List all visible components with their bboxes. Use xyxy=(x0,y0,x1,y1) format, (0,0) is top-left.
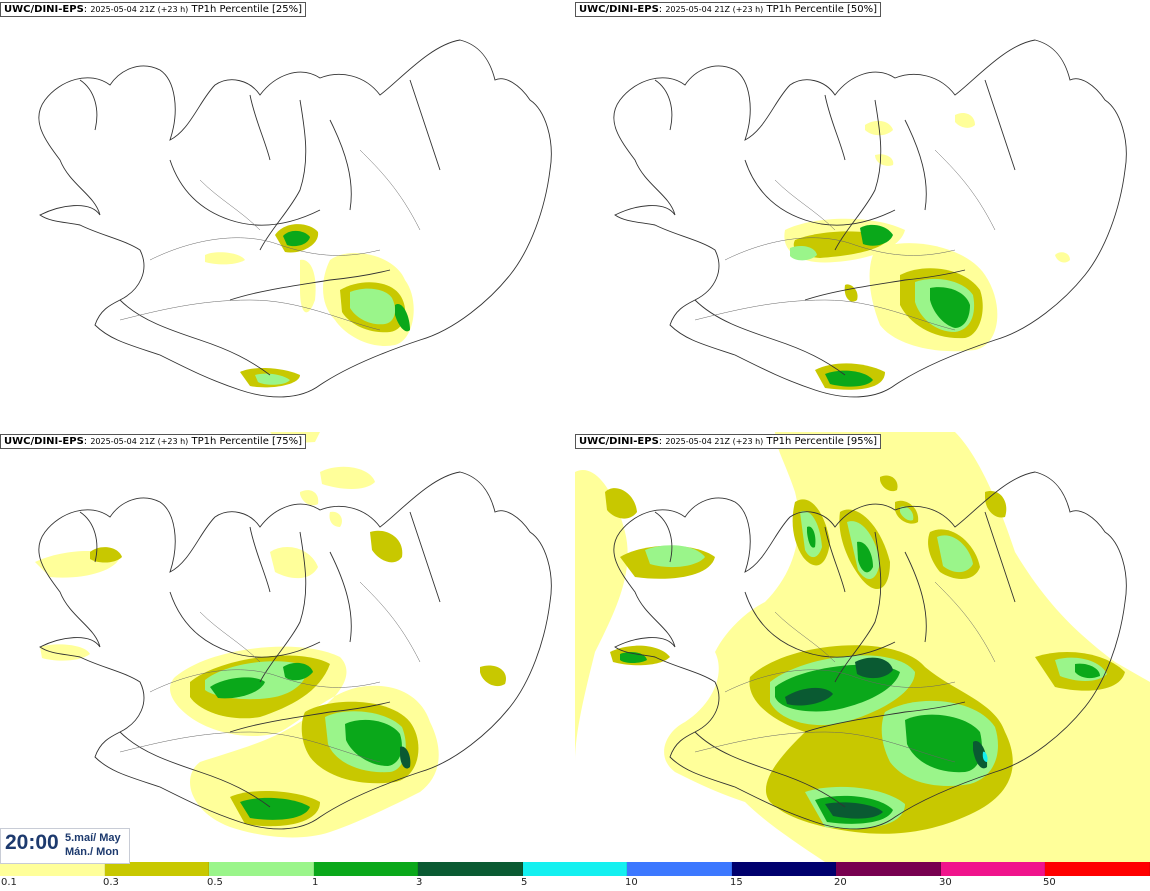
colorbar-segment xyxy=(627,862,732,876)
colorbar-segment xyxy=(522,862,628,876)
colorbar-tick-label: 0.1 xyxy=(1,877,17,888)
colorbar-tick-label: 15 xyxy=(730,877,743,888)
panel-title: UWC/DINI-EPS: 2025-05-04 21Z (+23 h) TP1… xyxy=(575,434,882,449)
colorbar-ticks: 0.1 0.3 0.5 1 3 5 10 15 20 30 50 xyxy=(0,876,1150,891)
map-panel-75: UWC/DINI-EPS: 2025-05-04 21Z (+23 h) TP1… xyxy=(0,432,575,862)
panel-title: UWC/DINI-EPS: 2025-05-04 21Z (+23 h) TP1… xyxy=(575,2,882,17)
iceland-map xyxy=(575,432,1150,862)
colorbar-tick-label: 3 xyxy=(416,877,423,888)
colorbar-segment xyxy=(836,862,941,876)
iceland-map xyxy=(38,39,552,398)
colorbar-tick-label: 5 xyxy=(521,877,528,888)
valid-date: 5.maí/ May Mán./ Mon xyxy=(65,831,121,859)
colorbar-segment xyxy=(313,862,419,876)
colorbar-tick-label: 1 xyxy=(312,877,319,888)
colorbar-segment xyxy=(940,862,1046,876)
iceland-map xyxy=(613,39,1127,398)
map-panel-95: UWC/DINI-EPS: 2025-05-04 21Z (+23 h) TP1… xyxy=(575,432,1150,862)
precip-colorbar xyxy=(0,862,1150,876)
colorbar-tick-label: 30 xyxy=(939,877,952,888)
colorbar-tick-label: 0.5 xyxy=(207,877,223,888)
valid-time-box: 20:00 5.maí/ May Mán./ Mon xyxy=(0,828,130,864)
colorbar-segment xyxy=(418,862,523,876)
colorbar-tick-label: 20 xyxy=(834,877,847,888)
valid-time: 20:00 xyxy=(5,831,59,854)
valid-date-line2: Mán./ Mon xyxy=(65,846,119,858)
panel-title: UWC/DINI-EPS: 2025-05-04 21Z (+23 h) TP1… xyxy=(0,2,307,17)
colorbar-tick-label: 0.3 xyxy=(103,877,119,888)
iceland-map xyxy=(35,432,552,838)
panel-title: UWC/DINI-EPS: 2025-05-04 21Z (+23 h) TP1… xyxy=(0,434,307,449)
colorbar-segment xyxy=(1045,862,1150,876)
colorbar-segment xyxy=(104,862,210,876)
map-panel-25: UWC/DINI-EPS: 2025-05-04 21Z (+23 h) TP1… xyxy=(0,0,575,430)
map-panel-50: UWC/DINI-EPS: 2025-05-04 21Z (+23 h) TP1… xyxy=(575,0,1150,430)
colorbar-tick-label: 50 xyxy=(1043,877,1056,888)
colorbar-tick-label: 10 xyxy=(625,877,638,888)
valid-date-line1: 5.maí/ May xyxy=(65,832,121,844)
colorbar-segment xyxy=(731,862,837,876)
colorbar-segment xyxy=(209,862,314,876)
colorbar-segment xyxy=(0,862,105,876)
